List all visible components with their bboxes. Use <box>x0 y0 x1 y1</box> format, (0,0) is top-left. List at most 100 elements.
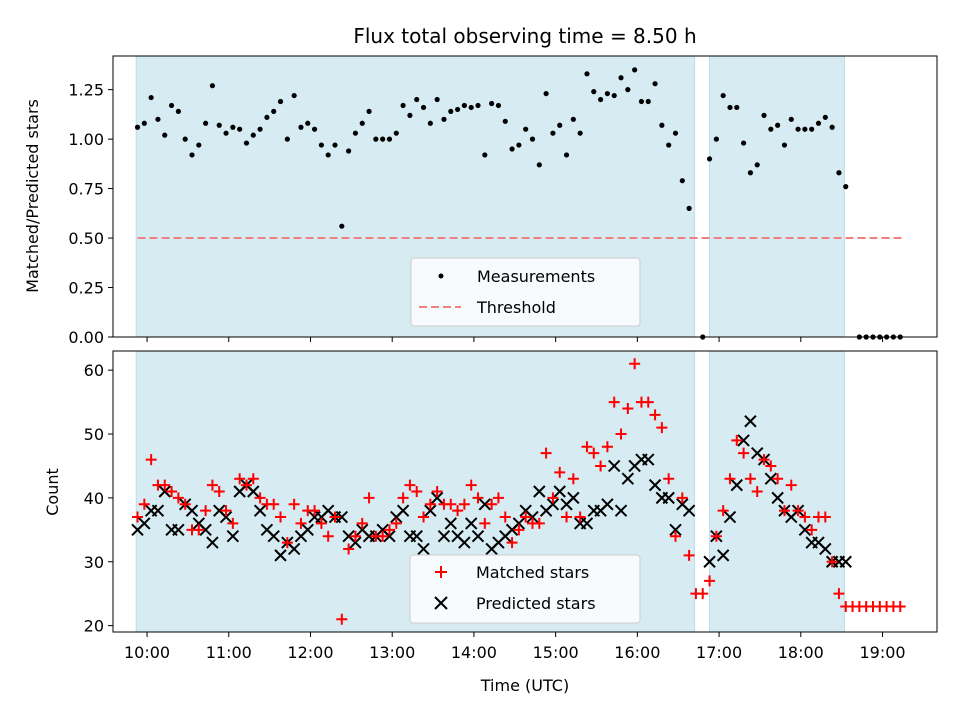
x-tick-label: 10:00 <box>124 643 170 662</box>
matched-stars-point <box>547 492 559 504</box>
observing-window-band <box>709 55 845 338</box>
measurement-point <box>836 170 842 176</box>
measurement-point <box>189 152 195 158</box>
x-tick-label: 18:00 <box>778 643 824 662</box>
predicted-stars-point <box>464 517 478 530</box>
measurement-point <box>209 83 216 89</box>
matched-stars-point <box>833 588 845 600</box>
matched-stars-point <box>336 613 348 625</box>
matched-stars-point <box>520 511 532 523</box>
legend-measurements-label: Measurements <box>477 267 595 286</box>
matched-stars-point <box>894 600 906 612</box>
measurement-point <box>550 130 556 136</box>
measurement-point <box>230 124 236 130</box>
predicted-stars-point <box>437 529 451 543</box>
predicted-stars-point <box>478 498 492 511</box>
matched-stars-point <box>200 505 212 517</box>
matched-stars-point <box>629 358 641 370</box>
predicted-stars-point <box>771 491 784 505</box>
measurement-point <box>441 116 447 122</box>
bottom-y-tick-label: 20 <box>84 617 104 636</box>
matched-stars-point <box>383 524 395 536</box>
measurement-point <box>740 140 747 146</box>
matched-stars-point <box>479 517 491 529</box>
matched-stars-point <box>533 517 545 529</box>
matched-stars-point <box>499 511 511 523</box>
measurement-point <box>155 116 161 122</box>
matched-stars-point <box>819 511 831 523</box>
predicted-stars-point <box>410 529 423 543</box>
matched-stars-point <box>329 511 341 523</box>
predicted-stars-point <box>349 536 362 549</box>
x-tick-label: 14:00 <box>451 643 497 662</box>
matched-stars-point <box>132 511 144 523</box>
matched-stars-point <box>452 505 464 517</box>
predicted-stars-point <box>614 504 628 517</box>
measurement-point <box>666 142 672 148</box>
predicted-stars-point <box>206 536 219 549</box>
matched-stars-point <box>404 479 416 491</box>
top-y-tick-label: 0.75 <box>68 180 104 199</box>
matched-stars-point <box>295 517 307 529</box>
matched-stars-point <box>540 447 552 459</box>
predicted-stars-point <box>567 491 580 505</box>
measurement-point <box>502 118 508 124</box>
measurement-point <box>775 122 781 128</box>
matched-stars-point <box>268 498 280 510</box>
measurement-point <box>747 170 754 176</box>
matched-stars-point <box>704 575 716 587</box>
measurement-point <box>291 92 297 99</box>
matched-stars-point <box>656 422 668 434</box>
predicted-stars-point <box>274 549 287 562</box>
predicted-stars-point <box>226 529 240 543</box>
matched-stars-point <box>166 486 178 497</box>
predicted-stars-point <box>158 485 171 498</box>
measurement-point <box>489 100 495 107</box>
measurement-point <box>148 94 154 101</box>
measurement-point <box>434 96 440 103</box>
predicted-stars-point <box>471 529 485 543</box>
top-y-tick-label: 1.25 <box>68 81 104 100</box>
measurement-point <box>400 102 406 109</box>
matched-stars-point <box>561 511 573 523</box>
measurement-point <box>645 98 651 105</box>
matched-stars-point <box>669 530 681 542</box>
matched-stars-point <box>193 524 205 536</box>
matched-stars-point <box>792 505 804 517</box>
predicted-stars-point <box>737 434 750 447</box>
predicted-stars-point <box>682 504 696 517</box>
matched-stars-point <box>288 498 300 510</box>
matched-stars-point <box>492 492 504 504</box>
top-y-axis-label: Matched/Predicted stars <box>23 99 42 293</box>
observing-window-band <box>709 350 845 633</box>
predicted-stars-point <box>185 504 199 517</box>
top-data-marks <box>134 67 903 340</box>
predicted-stars-point <box>798 523 812 537</box>
matched-stars-point <box>343 543 355 555</box>
measurement-point <box>768 126 774 132</box>
matched-stars-point <box>574 511 586 523</box>
top-x-ticks <box>146 337 884 342</box>
measurement-point <box>168 102 175 109</box>
measurement-point <box>284 136 290 142</box>
measurement-point <box>264 114 270 120</box>
matched-stars-point <box>731 434 743 446</box>
measurement-point <box>325 152 331 158</box>
measurement-point <box>523 126 529 132</box>
measurement-point <box>604 90 611 97</box>
predicted-stars-point <box>819 542 832 556</box>
matched-stars-point <box>309 505 321 517</box>
predicted-stars-point <box>458 536 471 549</box>
bottom-plot-frame <box>112 350 938 633</box>
x-axis-label: Time (UTC) <box>480 676 569 695</box>
matched-stars-point <box>486 498 498 510</box>
measurement-point <box>332 142 338 148</box>
matched-stars-point <box>785 479 797 491</box>
legend-predicted-label: Predicted stars <box>476 594 596 613</box>
measurement-point <box>720 92 726 99</box>
measurement-point <box>754 162 760 168</box>
matched-stars-point <box>179 498 191 510</box>
measurement-point <box>373 136 379 142</box>
matched-stars-point <box>349 530 361 542</box>
measurement-point <box>223 130 229 136</box>
